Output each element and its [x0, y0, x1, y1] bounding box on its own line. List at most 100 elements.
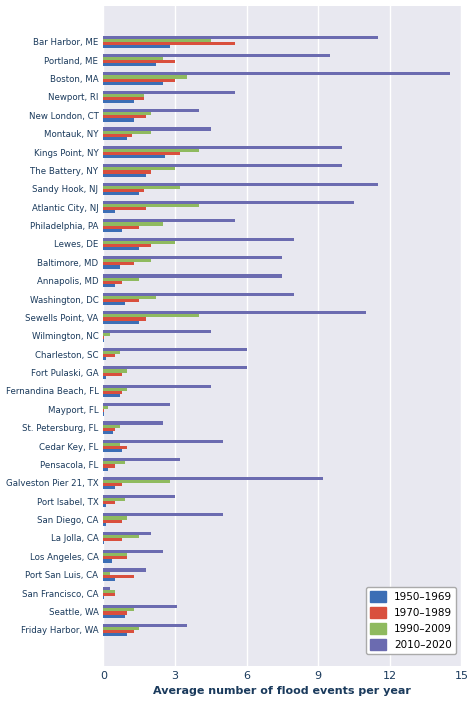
Bar: [103, 498, 125, 501]
Bar: [103, 412, 104, 416]
Bar: [103, 614, 125, 618]
Bar: [103, 183, 378, 186]
Bar: [103, 171, 151, 173]
Bar: [103, 225, 139, 229]
Bar: [103, 259, 151, 263]
Bar: [103, 149, 199, 152]
Bar: [103, 388, 127, 391]
Bar: [103, 45, 170, 48]
Bar: [103, 611, 127, 614]
Bar: [103, 556, 127, 559]
Bar: [103, 39, 211, 42]
Bar: [103, 439, 223, 443]
Bar: [103, 443, 120, 446]
Bar: [103, 296, 156, 299]
Bar: [103, 54, 330, 57]
Bar: [103, 173, 146, 177]
Bar: [103, 431, 113, 434]
Bar: [103, 128, 211, 131]
Bar: [103, 299, 139, 302]
Bar: [103, 63, 156, 67]
Bar: [103, 311, 366, 314]
Bar: [103, 241, 175, 244]
Bar: [103, 351, 120, 355]
Bar: [103, 376, 106, 379]
Bar: [103, 449, 122, 452]
Bar: [103, 284, 115, 287]
Bar: [103, 238, 294, 241]
Bar: [103, 409, 104, 412]
Bar: [103, 483, 122, 486]
Bar: [103, 256, 283, 259]
Bar: [103, 373, 122, 376]
Bar: [103, 211, 115, 213]
Bar: [103, 504, 106, 508]
Bar: [103, 333, 110, 336]
Bar: [103, 336, 104, 339]
Bar: [103, 369, 127, 373]
Bar: [103, 81, 163, 85]
Bar: [103, 425, 120, 428]
Bar: [103, 608, 134, 611]
Bar: [103, 465, 115, 468]
Bar: [103, 348, 246, 351]
Bar: [103, 317, 146, 321]
Bar: [103, 550, 163, 553]
Bar: [103, 458, 180, 461]
Bar: [103, 115, 146, 119]
Bar: [103, 479, 170, 483]
Bar: [103, 394, 120, 397]
Bar: [103, 189, 144, 192]
Bar: [103, 94, 144, 97]
Bar: [103, 403, 170, 406]
Bar: [103, 593, 115, 596]
Bar: [103, 186, 180, 189]
Bar: [103, 57, 163, 60]
Bar: [103, 519, 122, 523]
Bar: [103, 274, 283, 277]
Bar: [103, 385, 211, 388]
Bar: [103, 79, 175, 81]
Bar: [103, 541, 104, 544]
Bar: [103, 623, 187, 627]
Bar: [103, 578, 115, 581]
Bar: [103, 630, 134, 633]
Bar: [103, 281, 122, 284]
Bar: [103, 133, 132, 137]
Bar: [103, 477, 323, 479]
Bar: [103, 366, 246, 369]
Bar: [103, 513, 223, 517]
Bar: [103, 355, 115, 357]
X-axis label: Average number of flood events per year: Average number of flood events per year: [154, 687, 411, 696]
Bar: [103, 146, 342, 149]
Bar: [103, 164, 342, 167]
Bar: [103, 538, 122, 541]
Bar: [103, 152, 180, 155]
Bar: [103, 553, 127, 556]
Bar: [103, 605, 177, 608]
Bar: [103, 263, 134, 265]
Bar: [103, 421, 163, 425]
Bar: [103, 75, 187, 79]
Bar: [103, 265, 120, 269]
Bar: [103, 523, 106, 526]
Bar: [103, 302, 125, 305]
Bar: [103, 461, 125, 465]
Bar: [103, 575, 134, 578]
Bar: [103, 559, 112, 562]
Bar: [103, 569, 146, 571]
Bar: [103, 627, 139, 630]
Bar: [103, 36, 378, 39]
Bar: [103, 468, 108, 470]
Bar: [103, 72, 449, 75]
Bar: [103, 201, 354, 204]
Bar: [103, 531, 151, 535]
Bar: [103, 329, 211, 333]
Bar: [103, 60, 175, 63]
Bar: [103, 109, 199, 112]
Bar: [103, 571, 110, 575]
Bar: [103, 314, 199, 317]
Bar: [103, 321, 139, 324]
Bar: [103, 406, 108, 409]
Bar: [103, 97, 144, 100]
